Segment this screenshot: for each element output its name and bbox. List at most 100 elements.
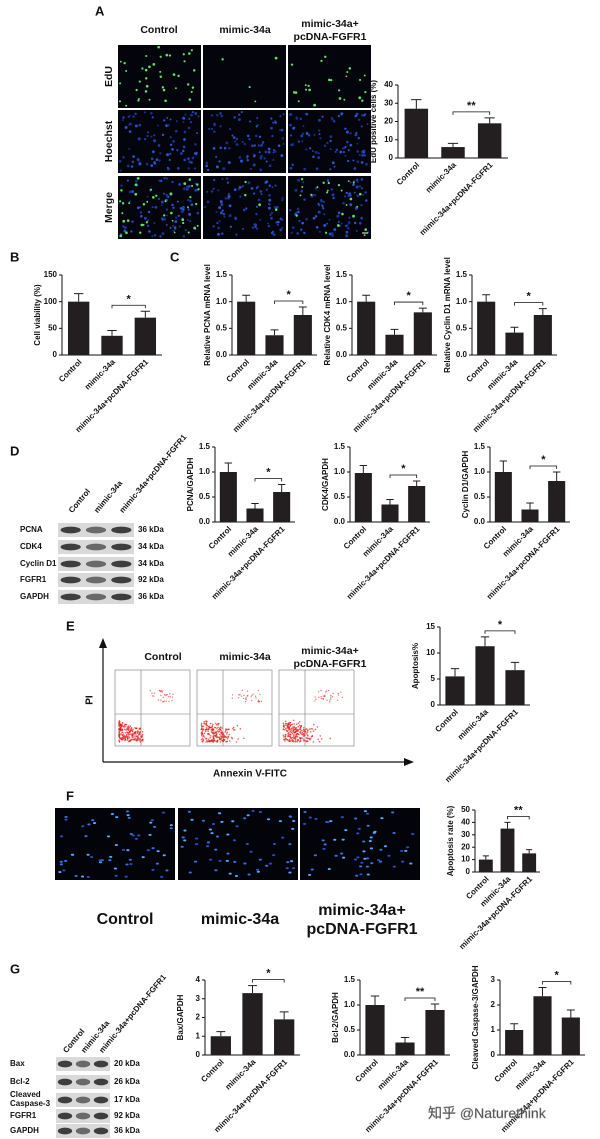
x-tick-label: Control: [342, 525, 368, 551]
significance-label: *: [266, 968, 271, 980]
nucleus: [355, 874, 359, 877]
event: [210, 739, 212, 742]
nucleus: [321, 115, 324, 118]
nucleus: [217, 812, 222, 815]
event: [222, 738, 225, 740]
group-label: mimic-34a+: [318, 902, 406, 919]
nucleus: [221, 209, 224, 212]
nucleus: [224, 197, 228, 200]
edu-dot: [324, 55, 327, 59]
nucleus: [226, 852, 230, 855]
error-bar: [499, 460, 508, 472]
y-tick-label: 0: [389, 153, 394, 162]
nucleus: [212, 147, 216, 150]
nucleus: [248, 137, 251, 141]
event: [292, 730, 294, 732]
nucleus: [174, 220, 178, 224]
nucleus: [361, 193, 364, 196]
nucleus: [288, 815, 292, 818]
event: [169, 696, 171, 698]
y-tick-label: 0.0: [474, 517, 486, 526]
event: [135, 734, 137, 736]
edu-dot: [119, 234, 123, 238]
nucleus: [312, 150, 314, 152]
nucleus: [187, 208, 190, 211]
event: [207, 738, 210, 741]
nucleus: [201, 819, 205, 822]
edu-dot: [126, 219, 130, 222]
event: [168, 696, 170, 698]
nucleus: [301, 140, 304, 143]
nucleus: [348, 216, 351, 219]
event: [211, 725, 214, 727]
bar: [494, 472, 512, 522]
nucleus: [296, 207, 300, 211]
nucleus: [187, 157, 190, 160]
nucleus: [273, 150, 277, 153]
nucleus: [328, 218, 331, 221]
event: [139, 739, 141, 742]
nucleus: [290, 144, 293, 146]
nucleus: [333, 838, 337, 841]
bar: [246, 508, 264, 522]
nucleus: [212, 187, 215, 190]
edu-dot: [324, 231, 328, 234]
event: [298, 724, 301, 727]
nucleus: [309, 147, 312, 150]
nucleus: [337, 220, 340, 223]
event: [139, 738, 141, 740]
bar: [237, 301, 256, 355]
x-tick-label: Control: [395, 161, 421, 187]
event: [132, 736, 135, 738]
event: [128, 726, 131, 729]
nucleus: [307, 873, 312, 876]
nucleus: [253, 192, 256, 195]
nucleus: [136, 158, 140, 162]
nucleus: [208, 127, 211, 130]
event: [217, 736, 220, 739]
event: [218, 730, 221, 733]
nucleus: [340, 112, 344, 116]
y-axis-label: Bax/GAPDH: [176, 994, 185, 1040]
nucleus: [256, 870, 260, 873]
nucleus: [362, 149, 366, 153]
error-bar: [242, 294, 251, 302]
nucleus: [288, 871, 292, 874]
event: [239, 728, 242, 730]
nucleus: [292, 126, 296, 130]
panel-label: A: [95, 3, 105, 18]
x-tick-label: Control: [433, 708, 459, 734]
y-tick-label: 1.5: [199, 442, 211, 451]
nucleus: [126, 179, 129, 182]
event: [134, 735, 136, 738]
nucleus: [345, 130, 349, 134]
y-axis-label: Bcl-2/GAPDH: [331, 992, 340, 1043]
nucleus: [364, 113, 367, 116]
significance-bracket: [394, 301, 424, 306]
event: [118, 733, 121, 735]
y-tick-label: 1.5: [336, 270, 348, 279]
event: [337, 692, 340, 695]
nucleus: [365, 857, 370, 860]
event: [202, 728, 204, 730]
micrograph: [203, 176, 286, 239]
significance-label: **: [416, 986, 425, 998]
event: [128, 730, 131, 733]
event: [314, 696, 316, 698]
group-label: mimic-34a: [201, 911, 279, 928]
nucleus: [150, 135, 153, 138]
band-size: 92 kDa: [114, 1111, 140, 1120]
nucleus: [322, 847, 326, 850]
edu-dot: [310, 193, 313, 196]
event: [310, 736, 313, 738]
nucleus: [251, 226, 255, 229]
nucleus: [326, 821, 330, 824]
nucleus: [137, 834, 141, 837]
edu-dot: [135, 88, 138, 92]
blot-band: [111, 543, 132, 551]
event: [118, 731, 120, 733]
nucleus: [214, 848, 218, 851]
nucleus: [272, 151, 275, 154]
nucleus: [255, 213, 258, 216]
nucleus: [252, 153, 255, 156]
